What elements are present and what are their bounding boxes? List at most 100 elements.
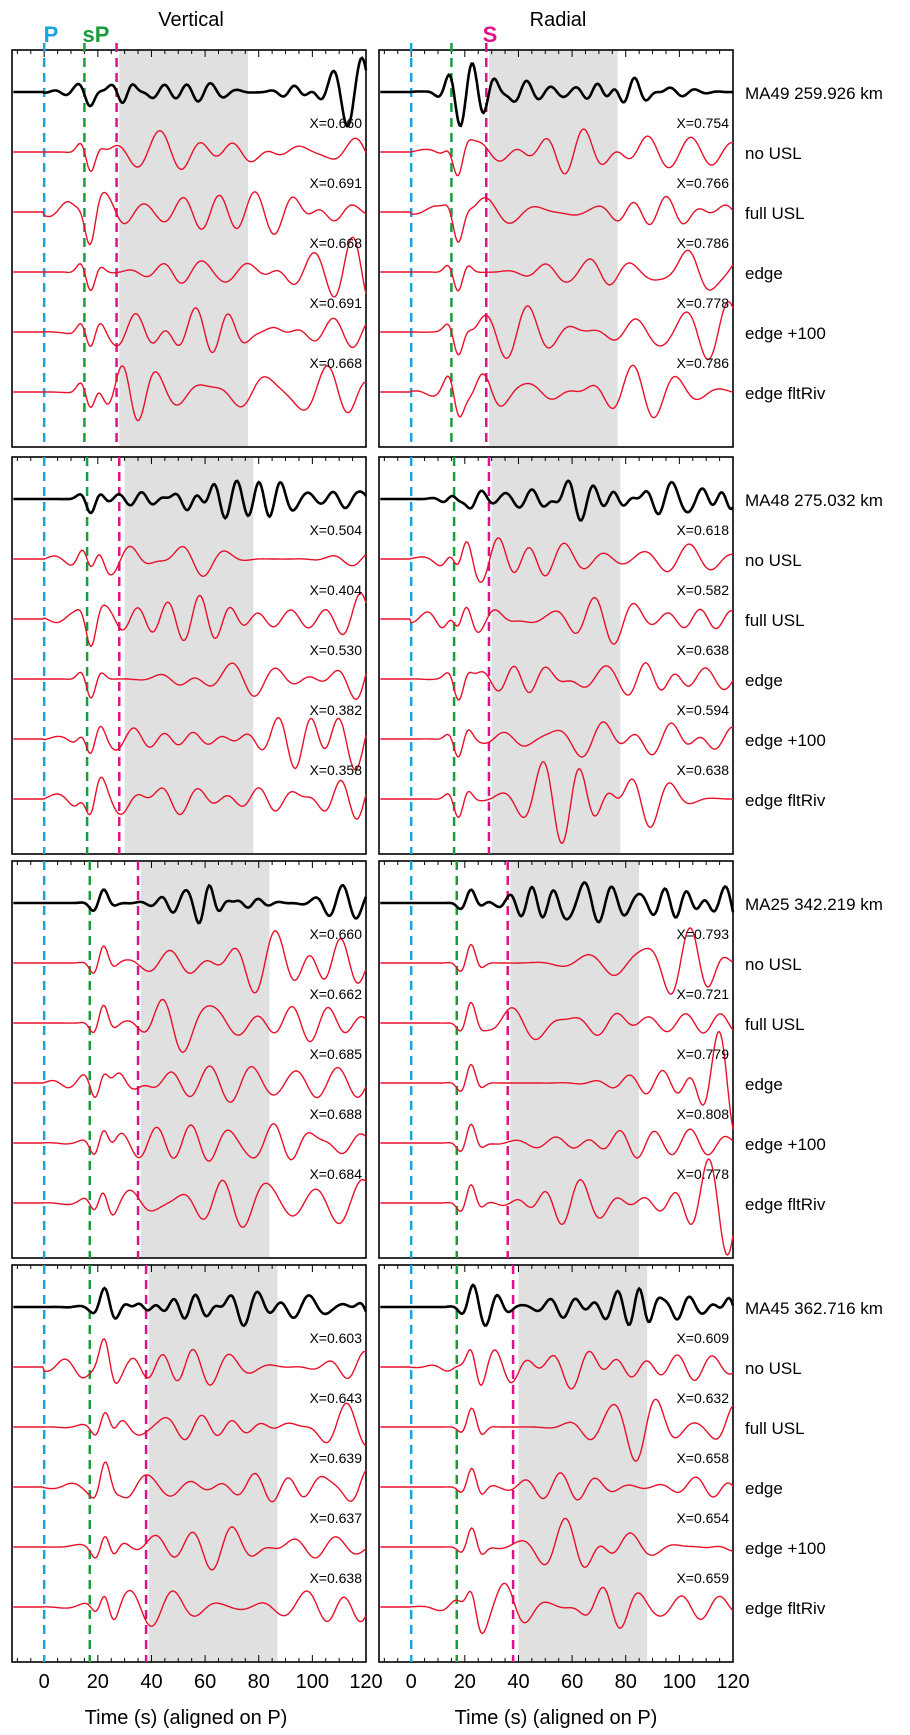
synthetic-trace bbox=[380, 721, 734, 758]
phase-label-s: S bbox=[483, 22, 498, 47]
fit-window bbox=[124, 458, 254, 853]
trace-label: full USL bbox=[745, 1419, 805, 1438]
x-axis-label-radial: Time (s) (aligned on P) bbox=[455, 1707, 658, 1729]
fit-value-label: X=0.643 bbox=[309, 1390, 362, 1406]
fit-value-label: X=0.358 bbox=[309, 762, 362, 778]
fit-window bbox=[119, 51, 248, 446]
synthetic-trace bbox=[380, 1031, 734, 1130]
synthetic-trace bbox=[13, 1338, 367, 1386]
trace-label: edge +100 bbox=[745, 1539, 826, 1558]
synthetic-trace bbox=[13, 365, 367, 422]
fit-value-label: X=0.632 bbox=[676, 1390, 729, 1406]
fit-value-label: X=0.793 bbox=[676, 926, 729, 942]
trace-label: edge +100 bbox=[745, 731, 826, 750]
trace-label: edge fltRiv bbox=[745, 1599, 826, 1618]
panel-frame bbox=[378, 860, 734, 1259]
panel-ma49-radial: X=0.754 X=0.766 X=0.786 X=0.778 X=0.786 bbox=[378, 43, 734, 448]
fit-value-label: X=0.685 bbox=[309, 1046, 362, 1062]
trace-label: edge fltRiv bbox=[745, 791, 826, 810]
fit-value-label: X=0.504 bbox=[309, 522, 362, 538]
x-tick-label: 120 bbox=[716, 1671, 749, 1693]
row-labels: MA25 342.219 km no USL full USL edge edge +1… bbox=[745, 895, 883, 1214]
fit-value-label: X=0.668 bbox=[309, 355, 362, 371]
x-tick-label: 80 bbox=[248, 1671, 270, 1693]
synthetic-trace bbox=[380, 1001, 734, 1041]
column-title-vertical: Vertical bbox=[158, 9, 224, 31]
observed-trace bbox=[380, 62, 733, 128]
panels-layer: X=0.660 X=0.691 X=0.668 X=0.691 X=0.668 X=0.7… bbox=[11, 43, 883, 1693]
x-tick-label: 20 bbox=[87, 1671, 109, 1693]
fit-value-label: X=0.660 bbox=[309, 115, 362, 131]
panel-frame bbox=[378, 456, 734, 855]
phase-label-p: P bbox=[44, 22, 59, 47]
fit-value-label: X=0.603 bbox=[309, 1330, 362, 1346]
x-tick-label: 20 bbox=[454, 1671, 476, 1693]
fit-value-label: X=0.684 bbox=[309, 1166, 362, 1182]
fit-value-label: X=0.382 bbox=[309, 702, 362, 718]
synthetic-trace bbox=[380, 926, 734, 995]
fit-value-label: X=0.659 bbox=[676, 1570, 729, 1586]
fit-value-label: X=0.778 bbox=[676, 1166, 729, 1182]
trace-label: edge bbox=[745, 1479, 783, 1498]
x-tick-label: 40 bbox=[140, 1671, 162, 1693]
synthetic-trace bbox=[13, 191, 367, 246]
observed-trace bbox=[380, 881, 735, 924]
observed-trace bbox=[380, 1283, 735, 1328]
fit-value-label: X=0.662 bbox=[309, 986, 362, 1002]
trace-label: edge bbox=[745, 264, 783, 283]
fit-value-label: X=0.638 bbox=[676, 642, 729, 658]
panel-ma45-vertical: X=0.603 X=0.643 X=0.639 X=0.637 X=0.638 bbox=[11, 1264, 368, 1663]
observed-trace bbox=[13, 56, 368, 128]
synthetic-trace bbox=[13, 776, 367, 820]
synthetic-trace bbox=[380, 1582, 734, 1635]
trace-label: edge +100 bbox=[745, 324, 826, 343]
synthetic-trace bbox=[380, 195, 734, 244]
trace-label: no USL bbox=[745, 1359, 802, 1378]
synthetic-trace bbox=[13, 1122, 367, 1162]
trace-label: full USL bbox=[745, 611, 805, 630]
synthetic-trace bbox=[380, 249, 734, 292]
observed-trace bbox=[380, 479, 735, 522]
panel-frame bbox=[11, 1264, 367, 1663]
synthetic-trace bbox=[380, 1398, 734, 1462]
fit-window bbox=[140, 862, 270, 1257]
fit-value-label: X=0.786 bbox=[676, 355, 729, 371]
fit-value-label: X=0.639 bbox=[309, 1450, 362, 1466]
fit-value-label: X=0.637 bbox=[309, 1510, 362, 1526]
observed-trace bbox=[13, 883, 368, 925]
station-name-label: MA48 275.032 km bbox=[745, 491, 883, 510]
trace-label: no USL bbox=[745, 955, 802, 974]
fit-value-label: X=0.594 bbox=[676, 702, 729, 718]
panel-ma48-vertical: X=0.504 X=0.404 X=0.530 X=0.382 X=0.358 bbox=[11, 456, 368, 855]
synthetic-trace bbox=[13, 236, 367, 298]
synthetic-trace bbox=[13, 129, 367, 173]
trace-label: no USL bbox=[745, 551, 802, 570]
station-name-label: MA45 362.716 km bbox=[745, 1299, 883, 1318]
x-axis-label-vertical: Time (s) (aligned on P) bbox=[85, 1707, 288, 1729]
trace-label: edge bbox=[745, 1075, 783, 1094]
row-labels: MA45 362.716 km no USL full USL edge edge +1… bbox=[745, 1299, 883, 1618]
synthetic-trace bbox=[380, 537, 733, 584]
fit-window bbox=[488, 51, 618, 446]
synthetic-trace bbox=[380, 300, 734, 361]
x-tick-label: 100 bbox=[663, 1671, 696, 1693]
synthetic-trace bbox=[380, 364, 734, 419]
panel-ma45-radial: X=0.609 X=0.632 X=0.658 X=0.654 X=0.659 bbox=[378, 1264, 735, 1663]
fit-value-label: X=0.766 bbox=[676, 175, 729, 191]
synthetic-trace bbox=[380, 1517, 734, 1568]
observed-trace bbox=[13, 479, 368, 521]
panel-frame bbox=[378, 1264, 734, 1663]
fit-value-label: X=0.638 bbox=[309, 1570, 362, 1586]
synthetic-trace bbox=[380, 662, 734, 701]
fit-value-label: X=0.638 bbox=[676, 762, 729, 778]
fit-value-label: X=0.660 bbox=[309, 926, 362, 942]
fit-window bbox=[491, 458, 621, 853]
x-tick-label: 100 bbox=[296, 1671, 329, 1693]
fit-value-label: X=0.691 bbox=[309, 175, 362, 191]
trace-label: full USL bbox=[745, 1015, 805, 1034]
fit-value-label: X=0.582 bbox=[676, 582, 729, 598]
trace-label: no USL bbox=[745, 144, 802, 163]
fit-window bbox=[148, 1266, 278, 1661]
fit-value-label: X=0.754 bbox=[676, 115, 729, 131]
